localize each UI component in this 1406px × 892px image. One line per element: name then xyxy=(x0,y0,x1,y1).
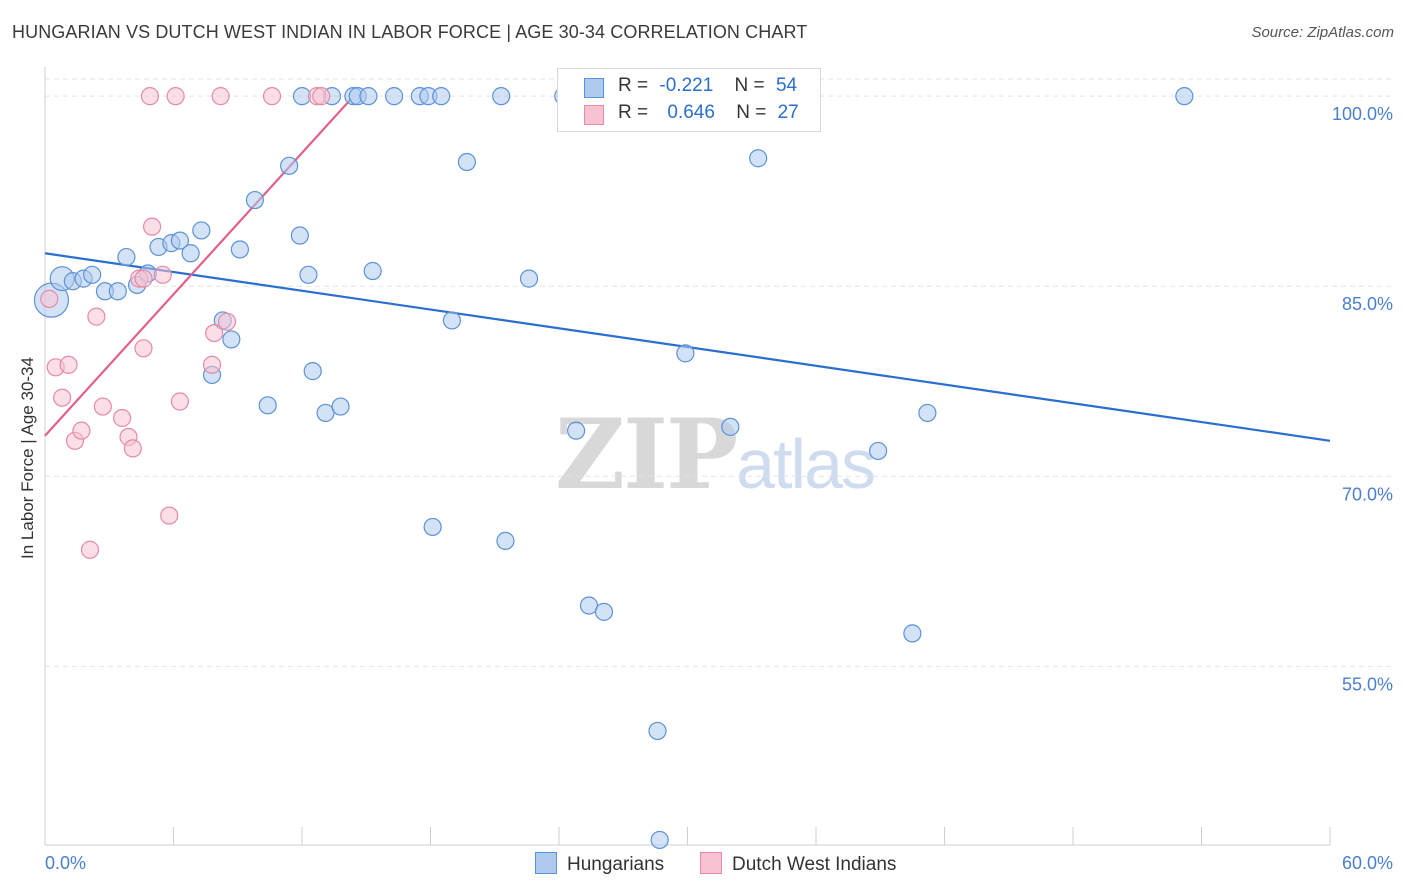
point-hungarian xyxy=(108,282,127,301)
point-hungarian xyxy=(676,344,695,363)
point-dutch-west-indian xyxy=(112,408,132,428)
point-hungarian xyxy=(170,231,190,250)
tick-labels: 100.0% 85.0% 70.0% 55.0% 0.0% 60.0% xyxy=(45,104,1393,873)
point-dutch-west-indian xyxy=(160,506,179,525)
legend-n-value: 27 xyxy=(777,102,799,123)
legend-r-label: R = xyxy=(618,75,649,96)
point-hungarian xyxy=(384,87,404,106)
point-dutch-west-indian xyxy=(59,355,78,374)
bottom-legend-swatch-blue xyxy=(535,852,557,874)
axes xyxy=(44,67,1331,846)
point-dutch-west-indian xyxy=(72,421,91,440)
point-hungarian xyxy=(457,152,477,172)
y-tick-label: 70.0% xyxy=(1342,484,1393,504)
point-dutch-west-indian xyxy=(217,312,237,331)
point-hungarian xyxy=(492,87,511,106)
point-dutch-west-indian xyxy=(134,339,153,358)
point-dutch-west-indian xyxy=(80,540,100,559)
point-hungarian xyxy=(721,417,740,436)
point-dutch-west-indian xyxy=(123,439,142,458)
point-hungarian xyxy=(650,830,669,850)
legend-n-label: N = xyxy=(734,75,765,96)
point-hungarian xyxy=(117,247,136,267)
y-tick-label: 55.0% xyxy=(1342,674,1393,694)
point-hungarian xyxy=(1175,87,1194,106)
correlation-legend: R = -0.221 N = 54 R = 0.646 N = 27 xyxy=(557,68,821,132)
legend-n-value: 54 xyxy=(775,75,798,96)
point-dutch-west-indian xyxy=(142,217,162,236)
point-hungarian xyxy=(83,265,102,284)
point-hungarian xyxy=(594,602,614,621)
legend-swatch-pink xyxy=(584,105,604,125)
bottom-legend-label: Dutch West Indians xyxy=(732,854,897,875)
watermark-atlas: atlas xyxy=(736,425,876,503)
point-dutch-west-indian xyxy=(211,87,230,106)
point-dutch-west-indian xyxy=(170,392,190,411)
legend-n-label: N = xyxy=(736,102,767,123)
x-tick-label: 0.0% xyxy=(45,853,86,873)
point-hungarian xyxy=(432,87,451,106)
bottom-legend-label: Hungarians xyxy=(567,854,665,875)
point-hungarian xyxy=(363,261,382,281)
y-tick-label: 100.0% xyxy=(1332,104,1393,124)
point-dutch-west-indian xyxy=(166,87,185,106)
point-dutch-west-indian xyxy=(87,307,106,326)
legend-text: R = -0.221 N = 54 xyxy=(618,75,797,97)
point-hungarian xyxy=(245,190,264,210)
data-points xyxy=(33,87,1194,850)
legend-swatch-blue xyxy=(584,78,604,98)
point-hungarian xyxy=(442,311,462,330)
legend-text: R = 0.646 N = 27 xyxy=(618,102,799,124)
trend-lines xyxy=(44,97,1331,442)
point-dutch-west-indian xyxy=(40,289,59,308)
y-tick-label: 85.0% xyxy=(1342,294,1393,314)
watermark-zip: ZIP xyxy=(555,398,738,511)
legend-r-value: 0.646 xyxy=(667,102,715,123)
point-hungarian xyxy=(918,403,937,423)
x-tick-label: 60.0% xyxy=(1342,853,1393,873)
point-dutch-west-indian xyxy=(153,265,172,284)
point-hungarian xyxy=(222,330,241,349)
point-hungarian xyxy=(280,156,299,175)
point-hungarian xyxy=(423,517,442,537)
point-dutch-west-indian xyxy=(53,388,72,407)
point-hungarian xyxy=(648,721,667,741)
legend-r-label: R = xyxy=(618,102,649,123)
point-hungarian xyxy=(299,265,318,284)
point-hungarian xyxy=(290,226,309,245)
legend-r-value: -0.221 xyxy=(659,75,714,96)
point-hungarian xyxy=(749,149,768,168)
point-hungarian xyxy=(903,624,922,643)
point-dutch-west-indian xyxy=(93,397,112,416)
point-hungarian xyxy=(519,269,539,288)
point-dutch-west-indian xyxy=(205,323,224,343)
trend-line-dutch-west-indians xyxy=(44,97,353,437)
bottom-legend-dutch-west-indians: Dutch West Indians xyxy=(700,852,896,876)
point-hungarian xyxy=(303,362,322,381)
chart-title: HUNGARIAN VS DUTCH WEST INDIAN IN LABOR … xyxy=(12,22,808,42)
bottom-legend-hungarians: Hungarians xyxy=(535,852,664,876)
point-dutch-west-indian xyxy=(312,87,331,106)
point-hungarian xyxy=(496,531,515,550)
point-dutch-west-indian xyxy=(140,87,160,106)
point-hungarian xyxy=(567,421,586,440)
point-hungarian xyxy=(258,396,277,415)
point-hungarian xyxy=(331,397,350,416)
point-dutch-west-indian xyxy=(134,269,153,288)
point-dutch-west-indian xyxy=(202,355,222,374)
point-hungarian xyxy=(359,87,378,106)
source-credit: Source: ZipAtlas.com xyxy=(1251,24,1394,41)
point-hungarian xyxy=(230,240,249,259)
point-hungarian xyxy=(181,244,200,263)
point-hungarian xyxy=(869,441,888,461)
point-dutch-west-indian xyxy=(262,87,282,106)
point-hungarian xyxy=(192,221,211,240)
watermark: ZIPatlas xyxy=(555,398,876,511)
bottom-legend-swatch-pink xyxy=(700,852,722,874)
grid-lines xyxy=(45,78,1395,667)
